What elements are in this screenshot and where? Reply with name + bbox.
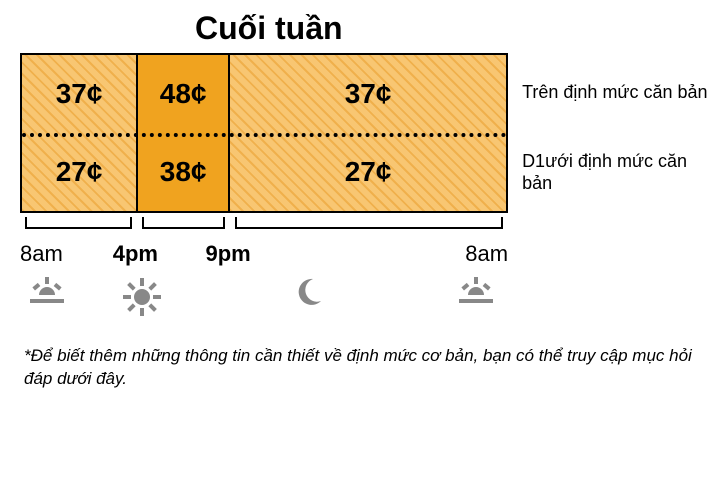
sunrise-icon bbox=[30, 277, 64, 305]
row-label-1: D1ưới định mức căn bản bbox=[522, 133, 708, 213]
chart-title: Cuối tuần bbox=[195, 10, 708, 47]
cell-0-2: 37¢ bbox=[230, 55, 506, 133]
cell-0-1: 48¢ bbox=[138, 55, 228, 133]
cell-1-1: 38¢ bbox=[138, 133, 228, 211]
rate-grid: 37¢ 27¢ 48¢ 38¢ 37¢ 27¢ bbox=[20, 53, 508, 213]
chart-area: 37¢ 27¢ 48¢ 38¢ 37¢ 27¢ 8am 4pm bbox=[20, 53, 708, 317]
time-2: 9pm bbox=[205, 241, 250, 267]
row-label-0: Trên định mức căn bản bbox=[522, 53, 708, 133]
tick-range-1 bbox=[142, 217, 225, 229]
sun-icon bbox=[122, 277, 162, 317]
tick-range-0 bbox=[25, 217, 132, 229]
cell-1-2: 27¢ bbox=[230, 133, 506, 211]
row-labels: Trên định mức căn bản D1ưới định mức căn… bbox=[522, 53, 708, 213]
cell-0-0: 37¢ bbox=[22, 55, 136, 133]
footnote: *Để biết thêm những thông tin cần thiết … bbox=[20, 345, 708, 391]
cell-1-0: 27¢ bbox=[22, 133, 136, 211]
time-0: 8am bbox=[20, 241, 63, 267]
tick-range-2 bbox=[235, 217, 503, 229]
row-divider bbox=[22, 133, 506, 137]
time-1: 4pm bbox=[113, 241, 158, 267]
time-3: 8am bbox=[465, 241, 508, 267]
moon-icon bbox=[293, 277, 323, 307]
sunrise-icon bbox=[459, 277, 493, 305]
time-labels: 8am 4pm 9pm 8am bbox=[20, 241, 508, 271]
tick-ranges bbox=[20, 217, 508, 241]
time-icons bbox=[20, 277, 508, 317]
